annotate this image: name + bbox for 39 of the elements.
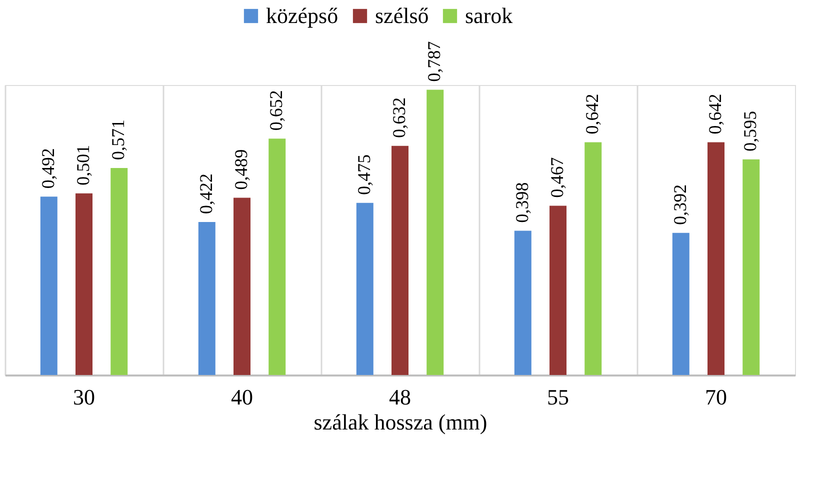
x-axis-title: szálak hossza (mm) bbox=[314, 410, 488, 434]
data-label: 0,475 bbox=[354, 154, 374, 195]
bar bbox=[708, 142, 724, 375]
x-tick-label: 70 bbox=[705, 384, 727, 410]
bar bbox=[426, 90, 444, 375]
legend-label: középső bbox=[266, 3, 338, 28]
bar bbox=[584, 142, 602, 375]
data-label: 0,467 bbox=[547, 157, 567, 198]
bar bbox=[268, 138, 286, 375]
x-tick-label: 55 bbox=[547, 384, 569, 410]
data-label: 0,398 bbox=[512, 182, 532, 223]
bar bbox=[392, 146, 408, 375]
x-tick-label: 48 bbox=[389, 384, 411, 410]
legend-label: szélső bbox=[375, 3, 429, 28]
data-label: 0,492 bbox=[38, 148, 58, 189]
data-label: 0,642 bbox=[582, 94, 602, 134]
data-label: 0,632 bbox=[389, 97, 409, 138]
bar bbox=[234, 198, 250, 375]
bar bbox=[356, 202, 374, 375]
x-tick-label: 40 bbox=[231, 384, 253, 410]
bar bbox=[110, 168, 128, 375]
bar bbox=[76, 193, 92, 375]
data-label: 0,501 bbox=[73, 144, 93, 186]
data-label: 0,422 bbox=[196, 174, 216, 214]
x-tick-label: 30 bbox=[73, 384, 95, 410]
bar bbox=[198, 222, 216, 375]
legend-label: sarok bbox=[465, 3, 513, 28]
bar bbox=[514, 230, 532, 375]
data-label: 0,489 bbox=[231, 149, 251, 190]
bar bbox=[742, 159, 760, 375]
bar bbox=[40, 196, 58, 375]
data-label: 0,571 bbox=[108, 120, 128, 160]
data-label: 0,595 bbox=[740, 110, 760, 152]
data-label: 0,642 bbox=[705, 94, 725, 134]
data-label: 0,787 bbox=[424, 41, 444, 82]
data-label: 0,392 bbox=[670, 184, 690, 225]
data-label: 0,652 bbox=[266, 90, 286, 131]
bar bbox=[550, 206, 566, 375]
bar bbox=[672, 232, 690, 375]
